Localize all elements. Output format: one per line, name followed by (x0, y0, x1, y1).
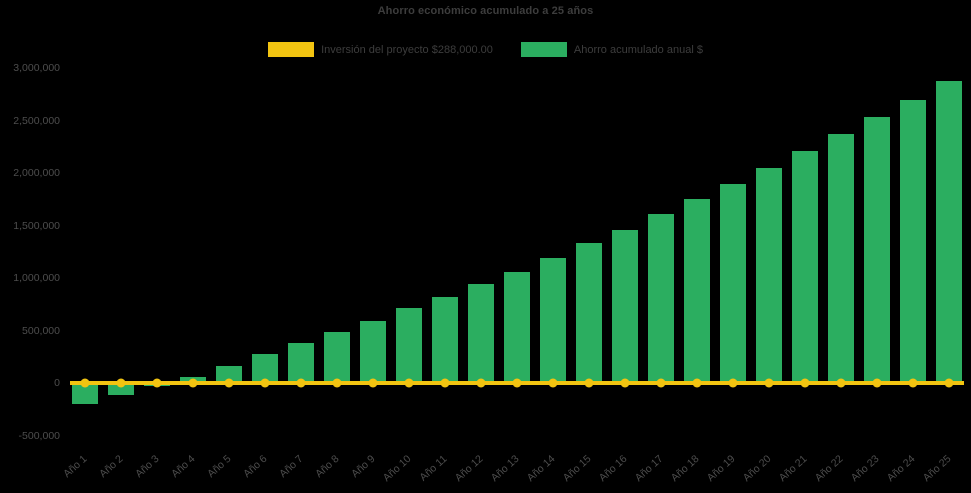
bar[interactable] (864, 117, 890, 383)
line-marker[interactable] (512, 378, 522, 388)
bar[interactable] (360, 320, 386, 383)
bar[interactable] (684, 199, 710, 383)
line-marker[interactable] (584, 378, 594, 388)
y-axis-tick: 1,500,000 (13, 219, 60, 232)
line-marker[interactable] (152, 378, 162, 388)
y-axis-tick: 2,000,000 (13, 167, 60, 179)
line-marker[interactable] (116, 378, 126, 388)
bar[interactable] (936, 80, 962, 383)
y-axis-tick: -500,000 (18, 429, 60, 442)
bar[interactable] (792, 150, 818, 383)
x-axis-tick: Año 8 (313, 452, 342, 481)
line-marker[interactable] (332, 378, 342, 388)
legend-label-inversion: Inversión del proyecto $288,000.00 (321, 43, 493, 56)
bar[interactable] (828, 134, 854, 383)
line-marker[interactable] (764, 378, 774, 388)
x-axis-tick: Año 6 (241, 452, 270, 481)
y-axis-tick: 500,000 (22, 324, 60, 337)
line-marker[interactable] (548, 378, 558, 388)
line-marker[interactable] (728, 378, 738, 388)
x-axis-tick: Año 18 (668, 452, 702, 485)
x-axis-tick: Año 23 (848, 452, 882, 485)
line-marker[interactable] (620, 378, 630, 388)
x-axis-tick: Año 13 (488, 452, 522, 485)
x-axis-tick: Año 1 (61, 452, 90, 481)
y-axis-tick: 3,000,000 (13, 62, 60, 74)
line-marker[interactable] (80, 378, 90, 388)
x-axis-tick: Año 3 (133, 452, 162, 481)
legend-item-ahorro[interactable]: Ahorro acumulado anual $ (520, 42, 703, 57)
bar[interactable] (468, 284, 494, 383)
x-axis-tick: Año 14 (524, 452, 558, 485)
bar[interactable] (720, 184, 746, 383)
y-axis-tick: 2,500,000 (13, 114, 60, 127)
x-axis-tick: Año 9 (349, 452, 378, 481)
x-axis-tick: Año 20 (740, 452, 774, 485)
bar[interactable] (72, 383, 98, 404)
legend-swatch-ahorro (520, 42, 567, 57)
x-axis-tick: Año 16 (596, 452, 630, 485)
line-marker[interactable] (836, 378, 846, 388)
bar[interactable] (396, 308, 422, 383)
line-marker[interactable] (296, 378, 306, 388)
x-axis-tick: Año 15 (560, 452, 594, 485)
x-axis-tick: Año 4 (169, 452, 198, 481)
line-marker[interactable] (800, 378, 810, 388)
legend-item-inversion[interactable]: Inversión del proyecto $288,000.00 (268, 42, 493, 57)
chart-title: Ahorro económico acumulado a 25 años (377, 5, 594, 17)
line-marker[interactable] (188, 378, 198, 388)
y-axis: 3,000,000 2,500,000 2,000,000 1,500,000 1,00… (0, 0, 66, 485)
bar[interactable] (504, 271, 530, 383)
chart-legend: Inversión del proyecto $288,000.00 Ahorr… (0, 42, 971, 57)
line-marker[interactable] (404, 378, 414, 388)
line-marker[interactable] (476, 378, 486, 388)
bar[interactable] (216, 365, 242, 383)
bar[interactable] (324, 332, 350, 383)
bar[interactable] (288, 343, 314, 383)
bar[interactable] (612, 229, 638, 383)
line-marker[interactable] (692, 378, 702, 388)
bar[interactable] (252, 354, 278, 383)
x-axis-tick: Año 2 (97, 452, 126, 481)
y-axis-tick: 0 (54, 377, 60, 389)
line-marker[interactable] (908, 378, 918, 388)
x-axis-tick: Año 11 (417, 452, 450, 484)
x-axis-tick: Año 21 (776, 452, 810, 485)
legend-label-ahorro: Ahorro acumulado anual $ (573, 43, 703, 56)
x-axis-tick: Año 19 (704, 452, 738, 485)
x-axis-tick: Año 10 (380, 452, 414, 485)
line-marker[interactable] (260, 378, 270, 388)
line-marker[interactable] (440, 378, 450, 388)
line-marker[interactable] (368, 378, 378, 388)
line-marker[interactable] (656, 378, 666, 388)
bar[interactable] (432, 296, 458, 383)
bar[interactable] (576, 243, 602, 383)
x-axis-tick: Año 7 (277, 452, 306, 481)
y-axis-tick: 1,000,000 (13, 272, 60, 284)
line-marker[interactable] (872, 378, 882, 388)
x-axis-tick: Año 22 (812, 452, 846, 485)
bar[interactable] (108, 383, 134, 395)
line-marker[interactable] (224, 378, 234, 388)
bar[interactable] (540, 258, 566, 383)
bar[interactable] (900, 99, 926, 383)
x-axis-tick: Año 25 (920, 452, 954, 485)
line-marker[interactable] (944, 378, 954, 388)
bar[interactable] (648, 214, 674, 383)
bar[interactable] (756, 168, 782, 383)
x-axis-tick: Año 12 (452, 452, 486, 485)
x-axis-tick: Año 17 (632, 452, 666, 485)
x-axis-tick: Año 5 (205, 452, 234, 481)
legend-swatch-inversion (268, 42, 315, 57)
x-axis-tick: Año 24 (884, 452, 918, 485)
